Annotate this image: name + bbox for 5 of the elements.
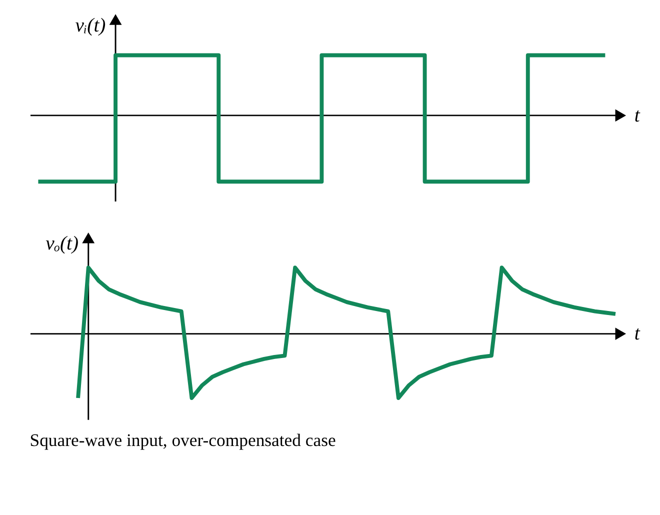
text: Square-wave input, over-compensated case: [30, 430, 336, 450]
y-axis-title: vₒ(t): [46, 232, 79, 255]
y-axis-title: vᵢ(t): [75, 14, 106, 36]
x-axis-title: t: [634, 104, 640, 126]
x-axis-title: t: [634, 322, 640, 345]
